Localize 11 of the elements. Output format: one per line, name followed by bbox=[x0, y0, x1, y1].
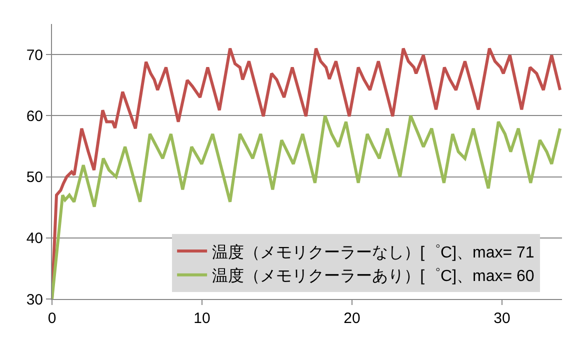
legend-label: 温度（メモリクーラーなし）[゜C]、max= 71 bbox=[212, 243, 534, 262]
x-tick-label: 20 bbox=[344, 310, 360, 327]
x-tick-label: 30 bbox=[494, 310, 510, 327]
y-tick-label: 40 bbox=[26, 230, 43, 248]
y-tick-label: 60 bbox=[26, 108, 43, 125]
x-tick-label: 0 bbox=[48, 310, 56, 327]
x-tick-label: 10 bbox=[194, 310, 210, 327]
legend-label: 温度（メモリクーラーあり）[゜C]、max= 60 bbox=[212, 267, 534, 286]
y-tick-label: 30 bbox=[26, 291, 43, 308]
y-tick-label: 50 bbox=[26, 169, 43, 186]
y-tick-label: 70 bbox=[26, 46, 43, 64]
